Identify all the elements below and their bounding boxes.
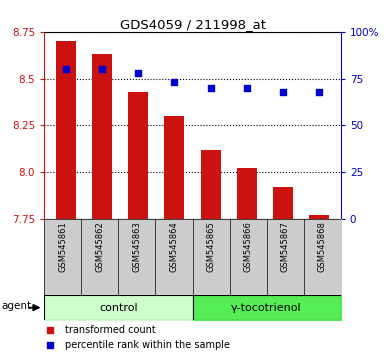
Text: transformed count: transformed count xyxy=(65,325,156,335)
Point xyxy=(208,85,214,91)
Text: γ-tocotrienol: γ-tocotrienol xyxy=(231,303,302,313)
Point xyxy=(280,89,286,95)
Bar xyxy=(237,168,257,219)
Text: GSM545868: GSM545868 xyxy=(318,221,327,272)
Point xyxy=(171,80,177,85)
Text: GSM545861: GSM545861 xyxy=(58,221,67,272)
Text: GSM545866: GSM545866 xyxy=(244,221,253,272)
Bar xyxy=(56,41,76,219)
Text: control: control xyxy=(99,303,138,313)
Point xyxy=(244,85,250,91)
Point xyxy=(99,67,105,72)
Text: agent: agent xyxy=(1,301,31,312)
Text: percentile rank within the sample: percentile rank within the sample xyxy=(65,339,230,350)
Bar xyxy=(164,116,184,219)
Bar xyxy=(128,92,148,219)
Bar xyxy=(92,54,112,219)
Bar xyxy=(201,150,221,219)
Point xyxy=(316,89,322,95)
Text: GSM545862: GSM545862 xyxy=(95,221,104,272)
Text: GSM545867: GSM545867 xyxy=(281,221,290,272)
Bar xyxy=(309,215,329,219)
Text: GSM545863: GSM545863 xyxy=(132,221,141,272)
Text: GSM545865: GSM545865 xyxy=(206,221,216,272)
Point xyxy=(63,67,69,72)
Point xyxy=(135,70,141,76)
Title: GDS4059 / 211998_at: GDS4059 / 211998_at xyxy=(119,18,266,31)
Bar xyxy=(273,187,293,219)
Text: GSM545864: GSM545864 xyxy=(169,221,179,272)
Point xyxy=(47,327,53,333)
Point xyxy=(47,342,53,347)
